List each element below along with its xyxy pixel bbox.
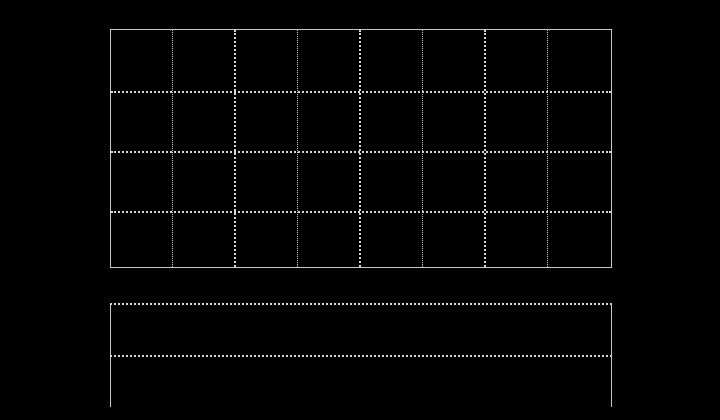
- lower-panel-axes[interactable]: [110, 303, 612, 407]
- gridline-horizontal-middle: [111, 355, 611, 357]
- gridline-vertical-5: [422, 30, 423, 267]
- gridline-vertical-7: [547, 30, 548, 267]
- upper-panel-gridlines: [111, 30, 611, 267]
- lower-panel-plot-area: [111, 303, 611, 407]
- gridline-vertical-6: [484, 30, 486, 267]
- gridline-vertical-3: [297, 30, 298, 267]
- lower-panel-series-layer: [111, 303, 611, 407]
- upper-panel-axes[interactable]: [110, 29, 612, 268]
- upper-panel-plot-area: [111, 30, 611, 267]
- gridline-horizontal-2: [111, 151, 611, 153]
- upper-panel-series-layer: [111, 30, 611, 267]
- gridline-horizontal-1: [111, 91, 611, 93]
- lower-panel-gridlines: [111, 303, 611, 407]
- gridline-vertical-1: [172, 30, 173, 267]
- gridline-horizontal-top: [111, 303, 611, 305]
- gridline-vertical-2: [234, 30, 236, 267]
- gridline-vertical-4: [359, 30, 361, 267]
- gridline-horizontal-3: [111, 211, 611, 213]
